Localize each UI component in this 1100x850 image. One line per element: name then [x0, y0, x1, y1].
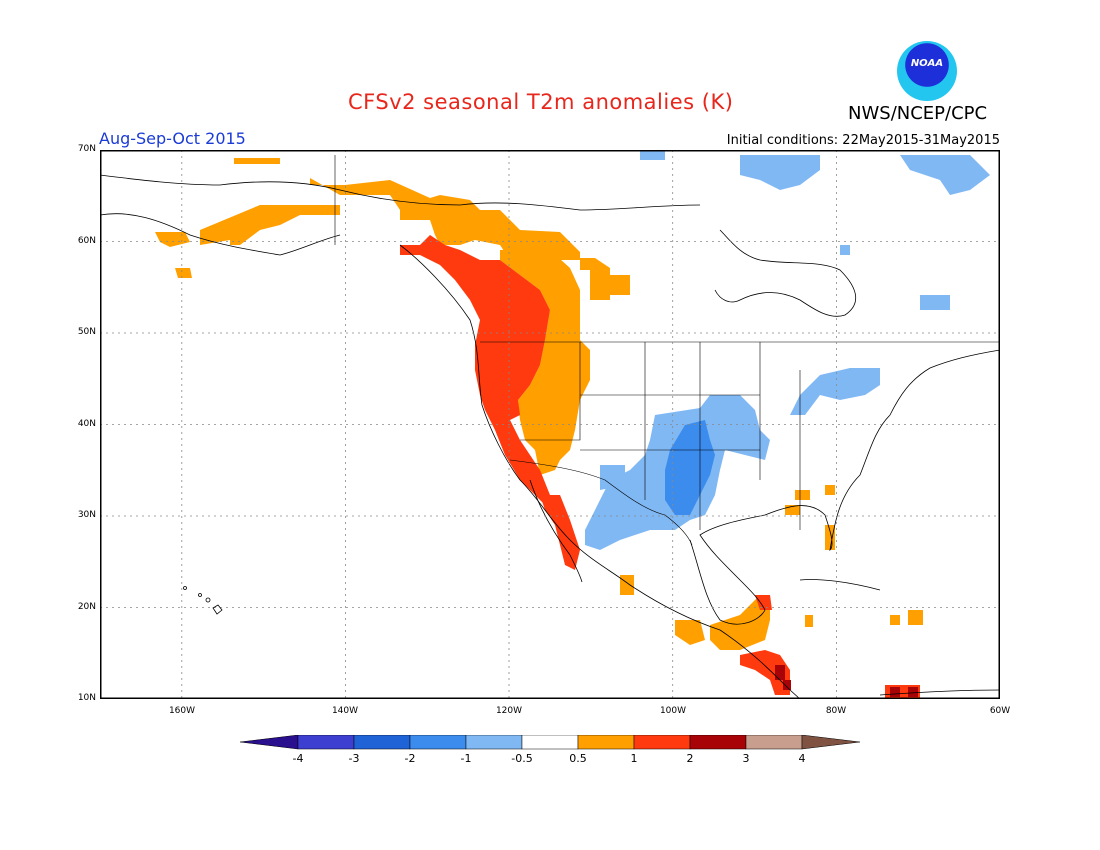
logo-text: NOAA: [910, 58, 944, 69]
colorbar-segment-3-4: [745, 735, 803, 750]
colorbar-label: 4: [799, 752, 806, 765]
lat-label-10n: 10N: [77, 693, 96, 703]
colorbar-segment-n1-n05: [465, 735, 523, 750]
colorbar-label: 0.5: [569, 752, 587, 765]
lon-label-100w: 100W: [659, 706, 687, 716]
lon-label-160w: 160W: [168, 706, 196, 716]
noaa-logo: NOAA: [897, 41, 957, 101]
lat-label-70n: 70N: [77, 144, 96, 154]
colorbar-label: -3: [349, 752, 360, 765]
colorbar-segment-2-3: [689, 735, 747, 750]
political-borders: [334, 155, 1000, 546]
lat-label-20n: 20N: [77, 602, 96, 612]
colorbar-segment-lt-4: [240, 735, 299, 750]
lon-label-120w: 120W: [495, 706, 523, 716]
colorbar-segment-n3-n2: [353, 735, 411, 750]
org-label: NWS/NCEP/CPC: [848, 103, 988, 124]
lon-label-140w: 140W: [331, 706, 359, 716]
colorbar-label: -0.5: [511, 752, 532, 765]
colorbar-label: 3: [743, 752, 750, 765]
warm-anomaly-extreme: [775, 665, 918, 697]
lat-label-50n: 50N: [77, 327, 96, 337]
colorbar-label: 1: [631, 752, 638, 765]
colorbar-label: -1: [461, 752, 472, 765]
period-label: Aug-Sep-Oct 2015: [99, 129, 246, 148]
lon-label-80w: 80W: [825, 706, 847, 716]
page-title: CFSv2 seasonal T2m anomalies (K): [348, 90, 734, 114]
colorbar-label: -4: [293, 752, 304, 765]
lat-label-60n: 60N: [77, 236, 96, 246]
warm-anomaly-light: [155, 158, 923, 650]
colorbar-segment-n2-n1: [409, 735, 467, 750]
colorbar-label: 2: [687, 752, 694, 765]
colorbar-segment-gt-4: [801, 735, 861, 750]
coastlines: [100, 174, 1000, 699]
cool-anomaly-medium: [665, 420, 715, 515]
colorbar-label: -2: [405, 752, 416, 765]
lat-label-40n: 40N: [77, 419, 96, 429]
lon-label-60w: 60W: [989, 706, 1011, 716]
colorbar: -4 -3 -2 -1 -0.5 0.5 1 2 3 4: [240, 735, 861, 765]
colorbar-segment-05-1: [577, 735, 635, 750]
lat-label-30n: 30N: [77, 510, 96, 520]
colorbar-segment-n4-n3: [297, 735, 355, 750]
anomaly-map: [100, 150, 1000, 699]
colorbar-segment-n05-05: [521, 735, 579, 750]
colorbar-segment-1-2: [633, 735, 691, 750]
gridlines: [100, 150, 1000, 699]
initial-conditions-label: Initial conditions: 22May2015-31May2015: [726, 133, 1000, 148]
hawaii-islands: [183, 586, 223, 615]
